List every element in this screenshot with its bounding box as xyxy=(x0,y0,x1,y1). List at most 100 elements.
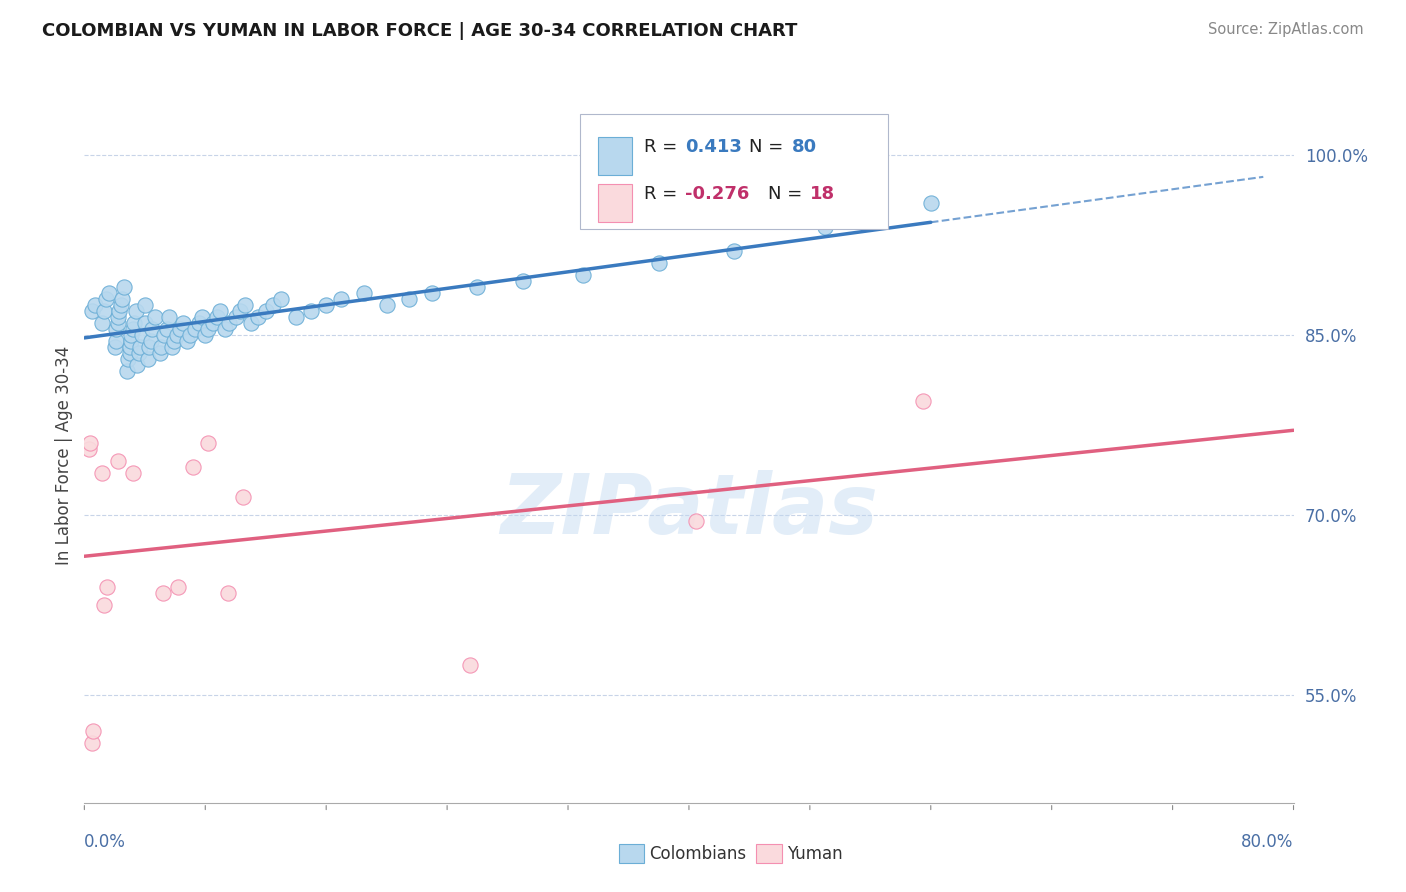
Text: 80.0%: 80.0% xyxy=(1241,833,1294,851)
Point xyxy=(197,436,219,450)
Text: 0.413: 0.413 xyxy=(685,138,742,156)
Point xyxy=(157,310,180,324)
Point xyxy=(217,586,239,600)
Point xyxy=(912,393,935,408)
FancyBboxPatch shape xyxy=(581,114,889,229)
Point xyxy=(104,340,127,354)
Point xyxy=(262,298,284,312)
Point xyxy=(94,292,117,306)
Point xyxy=(131,328,153,343)
Point xyxy=(111,292,134,306)
Point xyxy=(105,322,128,336)
Point xyxy=(685,514,707,528)
FancyBboxPatch shape xyxy=(599,184,633,222)
Text: -0.276: -0.276 xyxy=(685,185,749,203)
Text: R =: R = xyxy=(644,185,683,203)
Point xyxy=(152,586,174,600)
Point xyxy=(194,328,217,343)
Point xyxy=(91,316,114,330)
Point xyxy=(141,322,163,336)
Text: N =: N = xyxy=(749,138,789,156)
Y-axis label: In Labor Force | Age 30-34: In Labor Force | Age 30-34 xyxy=(55,345,73,565)
Point xyxy=(110,298,132,312)
Point xyxy=(129,340,152,354)
Point xyxy=(188,316,211,330)
Text: 18: 18 xyxy=(810,185,835,203)
Point xyxy=(254,304,277,318)
Point xyxy=(128,346,150,360)
Point xyxy=(127,358,149,372)
Point xyxy=(150,340,173,354)
Point xyxy=(134,298,156,312)
Point xyxy=(156,322,179,336)
Point xyxy=(120,334,142,348)
Point xyxy=(82,723,104,738)
Point xyxy=(80,736,103,750)
Point xyxy=(93,304,115,318)
Point xyxy=(80,304,103,318)
Point xyxy=(118,340,141,354)
Point xyxy=(647,256,671,270)
Point xyxy=(160,340,183,354)
Point xyxy=(572,268,595,282)
Point xyxy=(149,346,172,360)
Point xyxy=(105,334,128,348)
Point xyxy=(167,580,190,594)
Point xyxy=(239,316,262,330)
Text: N =: N = xyxy=(768,185,807,203)
Point xyxy=(207,310,229,324)
FancyBboxPatch shape xyxy=(599,137,633,175)
Point xyxy=(330,292,353,306)
Point xyxy=(169,322,191,336)
Point xyxy=(145,310,167,324)
Text: Source: ZipAtlas.com: Source: ZipAtlas.com xyxy=(1208,22,1364,37)
Point xyxy=(120,328,142,343)
Text: 80: 80 xyxy=(792,138,817,156)
Point xyxy=(247,310,270,324)
Point xyxy=(125,304,148,318)
Point xyxy=(172,316,194,330)
Point xyxy=(225,310,247,324)
Point xyxy=(162,334,184,348)
Point xyxy=(115,364,138,378)
Text: ZIPatlas: ZIPatlas xyxy=(501,470,877,551)
Point xyxy=(179,328,201,343)
Text: 0.0%: 0.0% xyxy=(84,833,127,851)
Point xyxy=(77,442,100,456)
Point xyxy=(375,298,398,312)
Text: Colombians: Colombians xyxy=(650,845,747,863)
Point xyxy=(107,310,129,324)
Point xyxy=(139,334,162,348)
Point xyxy=(91,466,114,480)
Point xyxy=(814,219,837,234)
Point xyxy=(134,316,156,330)
Point xyxy=(270,292,292,306)
Text: Yuman: Yuman xyxy=(787,845,844,863)
Point xyxy=(153,328,176,343)
Point xyxy=(97,285,120,300)
Point xyxy=(117,351,139,366)
Point xyxy=(93,598,115,612)
Point xyxy=(191,310,214,324)
Point xyxy=(84,298,107,312)
Text: COLOMBIAN VS YUMAN IN LABOR FORCE | AGE 30-34 CORRELATION CHART: COLOMBIAN VS YUMAN IN LABOR FORCE | AGE … xyxy=(42,22,797,40)
Point xyxy=(197,322,219,336)
Point xyxy=(398,292,420,306)
Point xyxy=(176,334,198,348)
Point xyxy=(166,328,188,343)
Point xyxy=(107,316,129,330)
Point xyxy=(79,436,101,450)
Point xyxy=(121,466,143,480)
Point xyxy=(920,196,942,211)
Text: R =: R = xyxy=(644,138,683,156)
Point xyxy=(118,346,141,360)
Point xyxy=(353,285,375,300)
Point xyxy=(201,316,224,330)
Point xyxy=(183,322,205,336)
Point xyxy=(233,298,256,312)
Point xyxy=(420,285,443,300)
Point xyxy=(723,244,745,258)
Point xyxy=(512,274,534,288)
Point xyxy=(121,322,143,336)
Point xyxy=(96,580,118,594)
